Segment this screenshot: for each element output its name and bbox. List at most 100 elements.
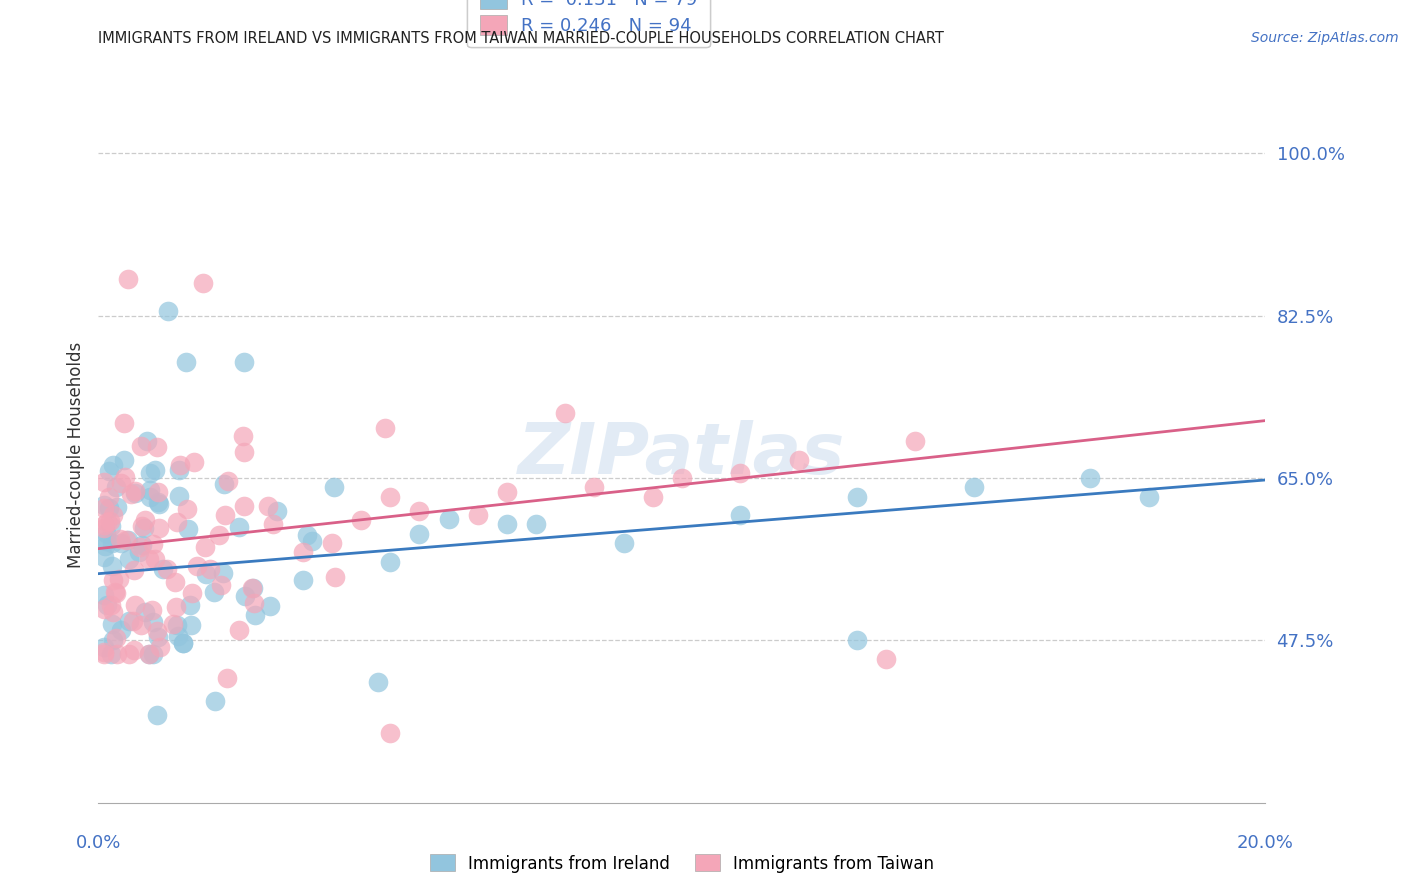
Point (787, 452, 810, 467)
Point (128, 545, 150, 559)
Point (129, 540, 152, 554)
Point (129, 617, 152, 632)
Point (142, 648, 165, 662)
Point (496, 485, 519, 500)
Point (103, 508, 125, 522)
Point (245, 607, 267, 622)
Point (194, 540, 217, 554)
Point (108, 572, 131, 586)
Point (167, 630, 190, 644)
Point (118, 648, 141, 662)
Point (136, 434, 159, 448)
Point (124, 599, 146, 613)
Point (408, 503, 430, 517)
Point (114, 470, 136, 484)
Point (217, 475, 239, 489)
Point (100, 598, 122, 612)
Point (209, 578, 232, 592)
Point (524, 517, 547, 532)
Point (98, 514, 121, 528)
Point (156, 562, 179, 576)
Point (202, 584, 225, 599)
Point (162, 616, 184, 631)
Point (262, 517, 284, 532)
Point (671, 471, 693, 485)
Point (583, 480, 606, 494)
Point (131, 519, 153, 533)
Point (730, 467, 752, 481)
Point (323, 479, 346, 493)
Point (165, 600, 187, 615)
Point (180, 618, 202, 632)
Point (215, 671, 238, 685)
Point (138, 483, 160, 497)
Point (177, 522, 200, 536)
Point (93, 549, 115, 564)
Point (94, 533, 117, 548)
Point (166, 516, 188, 530)
Point (101, 573, 124, 587)
Point (172, 636, 194, 650)
Point (118, 614, 141, 628)
Point (259, 599, 281, 613)
Point (139, 466, 162, 480)
Point (169, 489, 191, 503)
Point (105, 586, 128, 600)
Point (169, 463, 191, 477)
Point (148, 631, 170, 645)
Point (100, 535, 122, 549)
Point (148, 521, 170, 535)
Text: ZIPatlas: ZIPatlas (519, 420, 845, 490)
Text: Source: ZipAtlas.com: Source: ZipAtlas.com (1251, 31, 1399, 45)
Point (103, 605, 125, 619)
Point (380, 726, 402, 740)
Point (122, 643, 145, 657)
Point (157, 304, 180, 318)
Point (93, 501, 115, 516)
Point (96, 599, 118, 613)
Point (233, 445, 256, 459)
Point (93, 648, 115, 662)
Point (146, 495, 169, 509)
Point (94, 525, 117, 540)
Point (131, 439, 153, 453)
Legend: Immigrants from Ireland, Immigrants from Taiwan: Immigrants from Ireland, Immigrants from… (423, 847, 941, 880)
Point (214, 508, 236, 522)
Point (207, 528, 229, 542)
Point (266, 504, 288, 518)
Point (93, 602, 115, 616)
Point (138, 648, 160, 662)
Point (134, 513, 156, 527)
Point (139, 491, 162, 505)
Point (101, 458, 124, 473)
Point (100, 518, 122, 533)
Point (179, 599, 201, 613)
Point (93, 475, 115, 490)
Point (962, 480, 984, 494)
Point (101, 633, 124, 648)
Point (149, 640, 172, 654)
Text: 20.0%: 20.0% (1237, 834, 1294, 852)
Point (1137, 490, 1160, 504)
Point (166, 618, 188, 632)
Point (257, 500, 280, 514)
Point (163, 575, 186, 590)
Point (93, 539, 115, 553)
Point (367, 675, 389, 690)
Point (1080, 471, 1102, 485)
Point (374, 421, 396, 435)
Point (169, 458, 191, 472)
Point (134, 605, 156, 619)
Point (612, 536, 634, 550)
Point (183, 455, 205, 469)
Point (212, 476, 235, 491)
Point (105, 500, 128, 514)
Point (105, 648, 128, 662)
Point (104, 585, 127, 599)
Point (97, 500, 120, 515)
Point (120, 487, 142, 501)
Point (143, 462, 166, 476)
Point (186, 559, 208, 574)
Point (291, 573, 314, 587)
Point (141, 603, 163, 617)
